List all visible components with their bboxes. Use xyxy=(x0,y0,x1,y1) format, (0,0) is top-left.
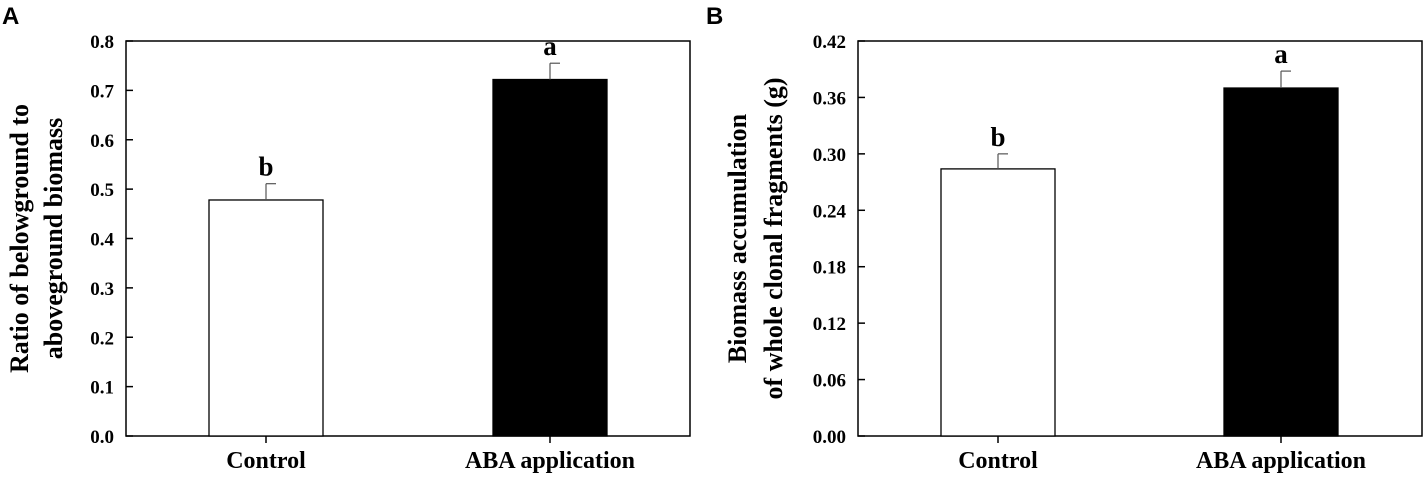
bar xyxy=(940,168,1056,437)
y-tick-label: 0.8 xyxy=(90,32,114,53)
chart-panel-b: B 0.00 0.06 0.12 0.18 0.24 0.30 0.36 0.42 Biomass… xyxy=(706,3,1423,474)
y-tick-label: 0.2 xyxy=(90,328,114,349)
bar xyxy=(1223,87,1339,437)
y-tick-label: 0.3 xyxy=(90,279,114,300)
y-tick-label: 0.00 xyxy=(813,427,846,448)
y-tick-label: 0.6 xyxy=(90,131,114,152)
y-tick-label: 0.42 xyxy=(813,32,846,53)
y-tick-label: 0.06 xyxy=(813,371,846,392)
y-tick-label: 0.7 xyxy=(90,81,114,102)
x-category-label: Control xyxy=(958,448,1038,474)
x-category-label: Control xyxy=(226,448,306,474)
y-tick-label: 0.30 xyxy=(813,145,846,166)
y-axis-title: Biomass accumulation xyxy=(723,113,752,363)
y-tick-label: 0.5 xyxy=(90,180,114,201)
x-category-label: ABA application xyxy=(1196,448,1366,474)
y-axis-title: Ratio of belowground to xyxy=(5,104,34,373)
panel-letter: A xyxy=(2,3,19,30)
y-tick-label: 0.1 xyxy=(90,378,114,399)
panel-letter: B xyxy=(706,3,723,30)
y-axis-title: of whole clonal fragments (g) xyxy=(759,77,788,399)
y-tick-label: 0.0 xyxy=(90,427,114,448)
y-tick-label: 0.12 xyxy=(813,314,846,335)
plot-frame xyxy=(857,40,1423,437)
significance-label: b xyxy=(990,122,1005,152)
y-axis-title: aboveground biomass xyxy=(39,118,68,360)
bar xyxy=(208,199,324,437)
significance-label: a xyxy=(543,31,557,61)
y-tick-label: 0.4 xyxy=(90,230,114,251)
x-category-label: ABA application xyxy=(465,448,635,474)
bar xyxy=(492,78,608,437)
significance-label: a xyxy=(1274,39,1288,69)
y-tick-label: 0.24 xyxy=(813,201,847,222)
y-tick-label: 0.18 xyxy=(813,258,846,279)
chart-panel-a: A 0.0 0.1 0.2 0.3 0.4 0.5 0.6 0.7 0.8 Ratio of bel… xyxy=(2,3,691,474)
y-tick-label: 0.36 xyxy=(813,88,846,109)
significance-label: b xyxy=(258,152,273,182)
